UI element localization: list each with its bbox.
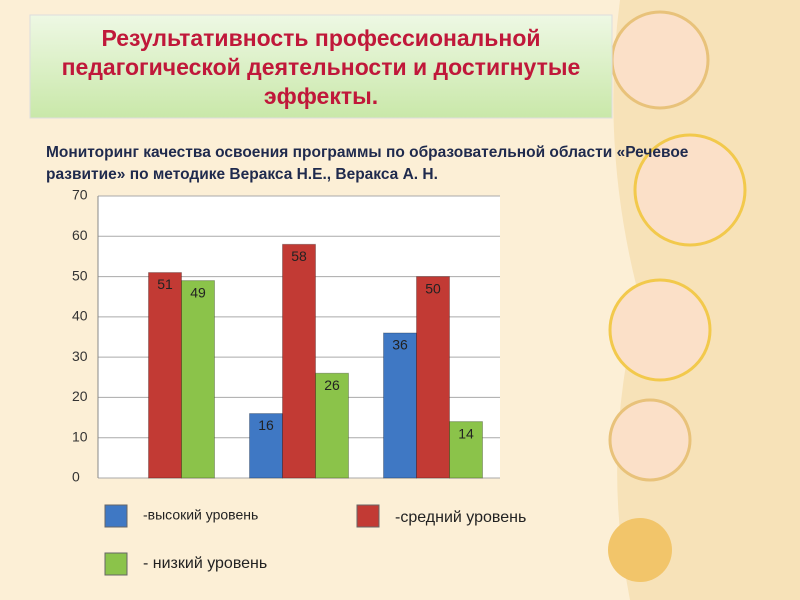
value-label: 51 (157, 276, 173, 292)
y-tick-label: 30 (72, 348, 88, 364)
bar (449, 421, 483, 479)
y-tick-label: 60 (72, 227, 88, 243)
value-label: 50 (425, 280, 441, 296)
value-label: 14 (458, 425, 474, 441)
value-label: 58 (291, 248, 307, 264)
decoration (610, 10, 710, 110)
bar (383, 332, 417, 479)
y-tick-label: 40 (72, 308, 88, 324)
bar (315, 372, 349, 479)
value-label: 26 (324, 377, 340, 393)
legend-swatch (104, 504, 128, 528)
bar (282, 243, 316, 479)
y-tick-label: 10 (72, 428, 88, 444)
legend-label: - низкий уровень (143, 555, 267, 572)
decoration (608, 278, 712, 382)
legend-swatch (104, 552, 128, 576)
decoration (608, 398, 692, 482)
y-tick-label: 50 (72, 267, 88, 283)
y-tick-label: 0 (72, 469, 80, 485)
legend-swatch (356, 504, 380, 528)
bar (249, 413, 283, 479)
y-tick-label: 20 (72, 388, 88, 404)
value-label: 36 (392, 337, 408, 353)
decoration (633, 133, 747, 247)
title-box (29, 14, 613, 119)
subtitle-wrap: Мониторинг качества освоения программы п… (46, 144, 689, 183)
chart-subtitle: Мониторинг качества освоения программы п… (46, 144, 689, 183)
legend-label: -высокий уровень (143, 507, 258, 523)
legend-label: -средний уровень (395, 509, 526, 526)
title: Результативность профессиональной педаго… (61, 25, 581, 109)
value-label: 16 (258, 417, 274, 433)
bar (148, 272, 182, 479)
value-label: 49 (190, 284, 206, 300)
bar (181, 280, 215, 479)
y-tick-label: 70 (72, 187, 88, 203)
decoration (608, 518, 672, 582)
title-wrap: Результативность профессиональной педаго… (61, 25, 581, 109)
bar (416, 276, 450, 479)
